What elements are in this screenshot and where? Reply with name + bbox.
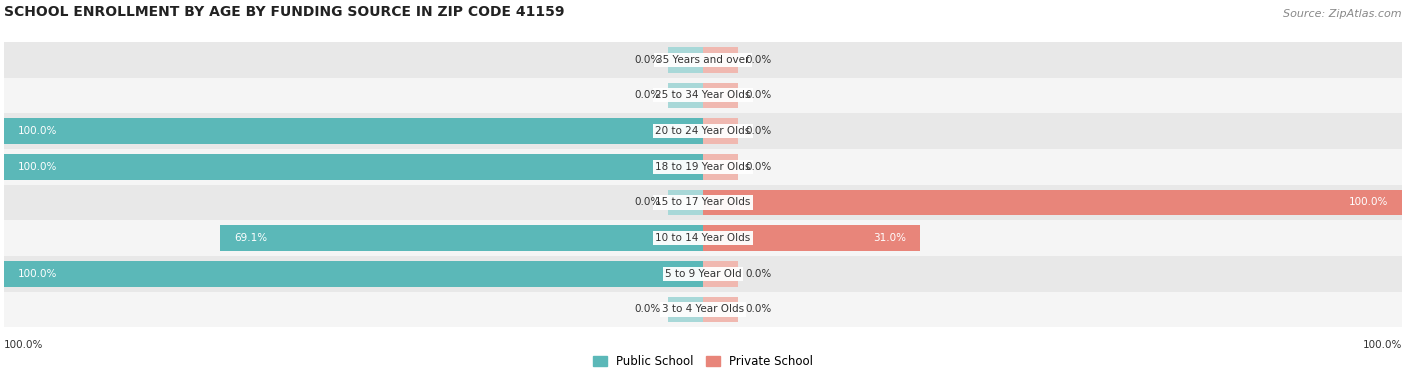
Text: 100.0%: 100.0% — [1362, 340, 1402, 350]
Bar — [703, 154, 738, 180]
Text: 100.0%: 100.0% — [18, 162, 58, 172]
Bar — [703, 297, 738, 322]
Text: 20 to 24 Year Olds: 20 to 24 Year Olds — [655, 126, 751, 136]
Bar — [4, 261, 703, 287]
Text: SCHOOL ENROLLMENT BY AGE BY FUNDING SOURCE IN ZIP CODE 41159: SCHOOL ENROLLMENT BY AGE BY FUNDING SOUR… — [4, 5, 565, 19]
Bar — [668, 82, 703, 108]
Bar — [4, 256, 1402, 292]
Bar — [4, 184, 1402, 220]
Bar — [4, 154, 703, 180]
Text: 0.0%: 0.0% — [745, 162, 770, 172]
Text: 100.0%: 100.0% — [18, 269, 58, 279]
Bar — [221, 225, 703, 251]
Text: 0.0%: 0.0% — [636, 305, 661, 314]
Bar — [4, 292, 1402, 327]
Bar — [4, 118, 703, 144]
Text: 0.0%: 0.0% — [745, 90, 770, 100]
Bar — [4, 261, 703, 287]
Text: 100.0%: 100.0% — [1348, 197, 1388, 208]
Text: Source: ZipAtlas.com: Source: ZipAtlas.com — [1284, 9, 1402, 19]
Bar — [4, 220, 1402, 256]
Text: 0.0%: 0.0% — [636, 55, 661, 65]
Text: 100.0%: 100.0% — [4, 340, 44, 350]
Bar — [703, 225, 920, 251]
Bar — [703, 190, 1402, 215]
Text: 3 to 4 Year Olds: 3 to 4 Year Olds — [662, 305, 744, 314]
Text: 31.0%: 31.0% — [873, 233, 905, 243]
Bar — [4, 77, 1402, 113]
Text: 0.0%: 0.0% — [745, 305, 770, 314]
Text: 100.0%: 100.0% — [18, 126, 58, 136]
Text: 18 to 19 Year Olds: 18 to 19 Year Olds — [655, 162, 751, 172]
Text: 0.0%: 0.0% — [745, 126, 770, 136]
Bar — [703, 47, 738, 73]
Text: 25 to 34 Year Olds: 25 to 34 Year Olds — [655, 90, 751, 100]
Legend: Public School, Private School: Public School, Private School — [588, 350, 818, 373]
Text: 0.0%: 0.0% — [745, 55, 770, 65]
Text: 5 to 9 Year Old: 5 to 9 Year Old — [665, 269, 741, 279]
Bar — [668, 47, 703, 73]
Text: 0.0%: 0.0% — [636, 90, 661, 100]
Text: 0.0%: 0.0% — [636, 197, 661, 208]
Bar — [703, 82, 738, 108]
Bar — [4, 118, 703, 144]
Bar — [668, 297, 703, 322]
Bar — [703, 225, 920, 251]
Bar — [4, 149, 1402, 184]
Bar — [4, 113, 1402, 149]
Text: 15 to 17 Year Olds: 15 to 17 Year Olds — [655, 197, 751, 208]
Bar — [668, 190, 703, 215]
Bar — [703, 118, 738, 144]
Bar — [703, 261, 738, 287]
Bar — [4, 154, 703, 180]
Text: 0.0%: 0.0% — [745, 269, 770, 279]
Text: 35 Years and over: 35 Years and over — [657, 55, 749, 65]
Bar — [4, 42, 1402, 77]
Bar — [221, 225, 703, 251]
Text: 10 to 14 Year Olds: 10 to 14 Year Olds — [655, 233, 751, 243]
Bar — [703, 190, 1402, 215]
Text: 69.1%: 69.1% — [233, 233, 267, 243]
